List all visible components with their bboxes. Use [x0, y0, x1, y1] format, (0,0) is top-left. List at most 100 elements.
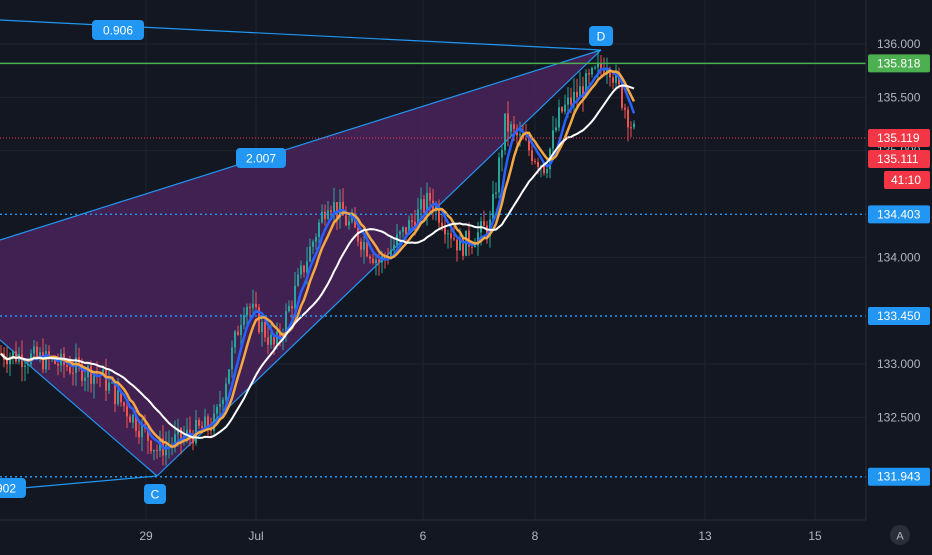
ratio-label-xc-badge[interactable] — [0, 478, 26, 498]
candle-body[interactable] — [561, 107, 563, 112]
candle-body[interactable] — [351, 217, 353, 222]
candle-body[interactable] — [486, 225, 488, 237]
candle-body[interactable] — [600, 63, 602, 69]
candle-body[interactable] — [630, 127, 632, 129]
candle-body[interactable] — [591, 67, 593, 75]
candle-body[interactable] — [261, 321, 263, 333]
candle-body[interactable] — [513, 124, 515, 129]
candle-body[interactable] — [612, 77, 614, 83]
candle-body[interactable] — [495, 192, 497, 195]
candle-body[interactable] — [564, 104, 566, 112]
candle-body[interactable] — [498, 157, 500, 193]
candle-body[interactable] — [420, 199, 422, 210]
candle-body[interactable] — [378, 259, 380, 263]
candle-body[interactable] — [423, 199, 425, 213]
candle-body[interactable] — [156, 450, 158, 452]
candle-body[interactable] — [219, 404, 221, 407]
candle-body[interactable] — [249, 306, 251, 309]
candle-body[interactable] — [321, 211, 323, 223]
candle-body[interactable] — [228, 369, 230, 384]
candle-body[interactable] — [246, 306, 248, 316]
candle-body[interactable] — [216, 406, 218, 414]
auto-scale-button[interactable] — [890, 525, 910, 545]
candle-body[interactable] — [555, 127, 557, 131]
candle-body[interactable] — [300, 265, 302, 275]
candle-body[interactable] — [54, 358, 56, 364]
candle-body[interactable] — [336, 202, 338, 218]
candle-body[interactable] — [411, 220, 413, 222]
candle-body[interactable] — [153, 450, 155, 452]
candle-body[interactable] — [594, 67, 596, 69]
candle-body[interactable] — [147, 428, 149, 441]
candle-body[interactable] — [15, 351, 17, 362]
candle-body[interactable] — [375, 259, 377, 264]
candle-body[interactable] — [120, 390, 122, 403]
candle-body[interactable] — [627, 109, 629, 128]
candle-body[interactable] — [264, 321, 266, 338]
candle-body[interactable] — [570, 97, 572, 105]
candle-body[interactable] — [222, 399, 224, 405]
candle-body[interactable] — [609, 69, 611, 78]
candle-body[interactable] — [471, 246, 473, 248]
candle-body[interactable] — [312, 241, 314, 247]
candle-body[interactable] — [303, 265, 305, 273]
candle-body[interactable] — [126, 406, 128, 417]
candle-body[interactable] — [477, 232, 479, 246]
candle-body[interactable] — [57, 363, 59, 366]
candle-body[interactable] — [525, 138, 527, 140]
candle-body[interactable] — [543, 166, 545, 174]
candle-body[interactable] — [369, 256, 371, 259]
candle-body[interactable] — [24, 365, 26, 367]
candle-body[interactable] — [453, 238, 455, 240]
candle-body[interactable] — [582, 86, 584, 98]
candle-body[interactable] — [36, 346, 38, 358]
candle-body[interactable] — [225, 383, 227, 400]
candle-body[interactable] — [276, 331, 278, 345]
candle-body[interactable] — [324, 211, 326, 219]
candle-body[interactable] — [597, 63, 599, 68]
candle-body[interactable] — [507, 113, 509, 132]
candle-body[interactable] — [393, 244, 395, 250]
candle-body[interactable] — [6, 359, 8, 365]
candle-body[interactable] — [180, 428, 182, 440]
candle-body[interactable] — [294, 285, 296, 309]
candle-body[interactable] — [441, 222, 443, 228]
candle-body[interactable] — [114, 382, 116, 405]
candle-body[interactable] — [531, 150, 533, 162]
candle-body[interactable] — [483, 221, 485, 226]
point-label-d-badge[interactable] — [589, 26, 613, 46]
candle-body[interactable] — [447, 233, 449, 235]
candle-body[interactable] — [519, 134, 521, 136]
candle-body[interactable] — [267, 337, 269, 345]
candle-body[interactable] — [492, 194, 494, 220]
candle-body[interactable] — [327, 210, 329, 219]
candle-body[interactable] — [438, 206, 440, 223]
candle-body[interactable] — [426, 192, 428, 213]
candle-body[interactable] — [27, 364, 29, 366]
candle-body[interactable] — [354, 217, 356, 228]
candle-body[interactable] — [363, 242, 365, 250]
candle-body[interactable] — [108, 382, 110, 391]
candle-body[interactable] — [240, 325, 242, 336]
candle-body[interactable] — [273, 334, 275, 345]
candle-body[interactable] — [366, 242, 368, 257]
candle-body[interactable] — [402, 227, 404, 232]
candle-body[interactable] — [633, 123, 635, 128]
ratio-label-xd-badge[interactable] — [92, 20, 144, 40]
candle-body[interactable] — [123, 402, 125, 407]
candle-body[interactable] — [315, 236, 317, 242]
candle-body[interactable] — [534, 161, 536, 163]
candle-body[interactable] — [468, 230, 470, 247]
candle-body[interactable] — [84, 377, 86, 382]
candle-body[interactable] — [237, 331, 239, 336]
candle-body[interactable] — [150, 440, 152, 452]
candle-body[interactable] — [588, 73, 590, 75]
candle-body[interactable] — [552, 130, 554, 149]
candle-body[interactable] — [9, 356, 11, 365]
candle-body[interactable] — [330, 210, 332, 213]
candle-body[interactable] — [195, 419, 197, 444]
candle-body[interactable] — [132, 414, 134, 423]
candle-body[interactable] — [42, 352, 44, 370]
candle-body[interactable] — [558, 107, 560, 128]
